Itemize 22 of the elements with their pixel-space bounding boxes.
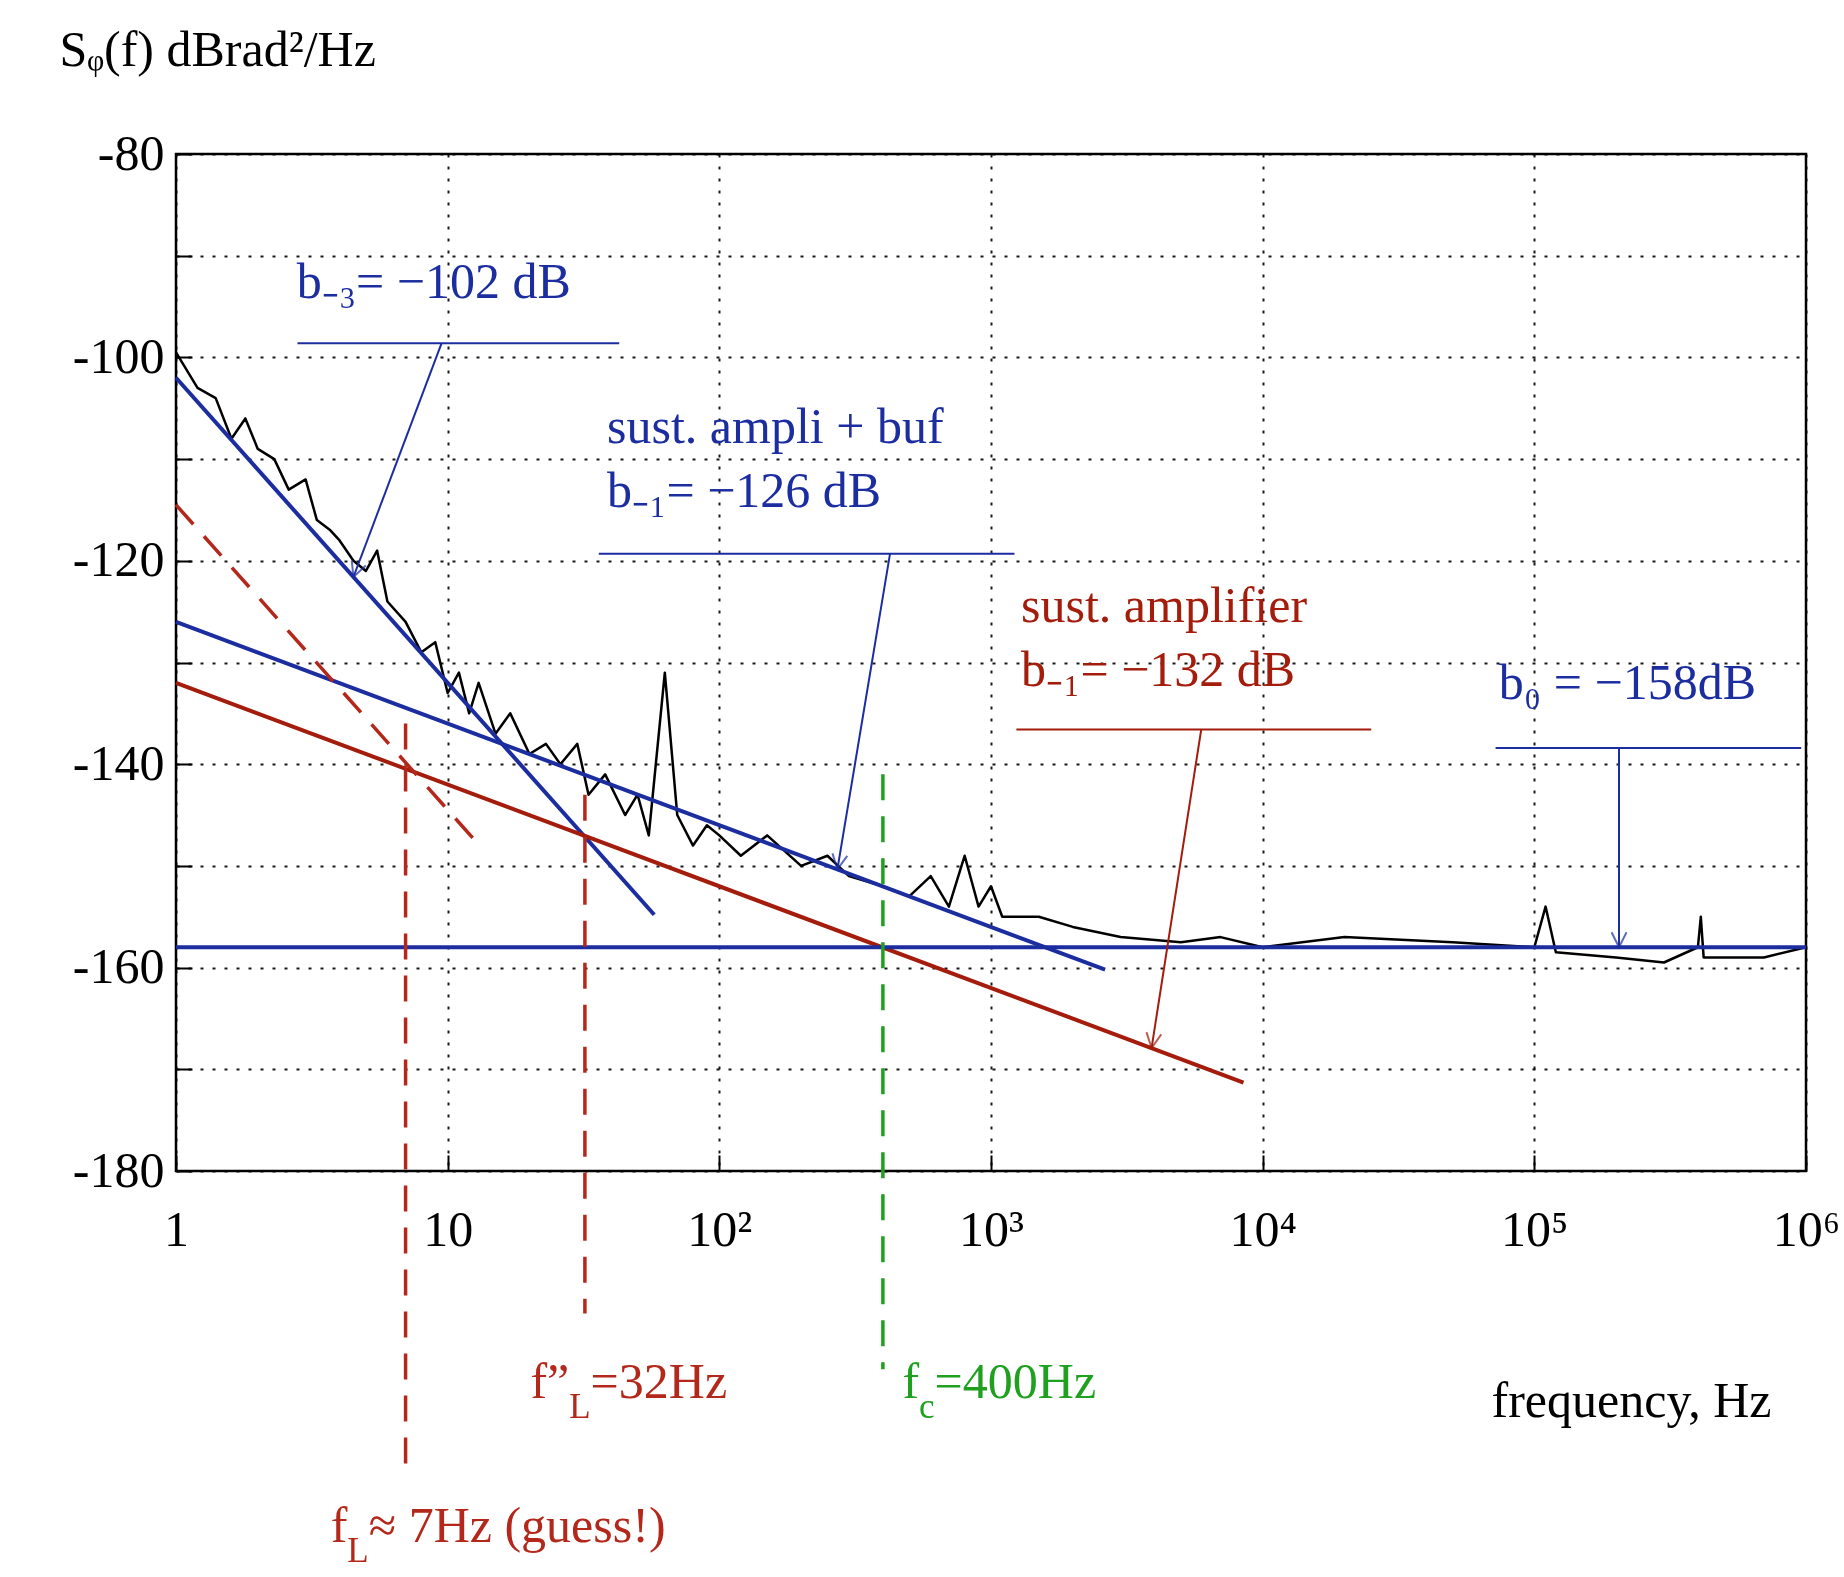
x-tick-label: 10⁵ [1501, 1200, 1569, 1257]
x-axis-title: frequency, Hz [1491, 1371, 1772, 1428]
x-tick-label: 10² [687, 1200, 753, 1257]
x-tick-label: 10⁴ [1229, 1200, 1297, 1257]
x-tick-label: 1 [164, 1200, 189, 1257]
x-tick-label: 10 [423, 1200, 474, 1257]
x-tick-label: 10³ [959, 1200, 1024, 1257]
text: b₀ = −158dB [1498, 654, 1756, 711]
text: sust. amplifier b₋₁= −132 dB [1021, 576, 1308, 697]
y-tick-label: -120 [72, 531, 165, 588]
text: sust. ampli + buf b₋₁= −126 dB [607, 397, 944, 518]
ref-line-label: f$_{c}$=400Hz [902, 1352, 1097, 1426]
y-tick-label: -140 [72, 734, 165, 791]
y-tick-label: -80 [97, 124, 165, 181]
y-tick-label: -100 [72, 327, 165, 384]
y-tick-label: -160 [72, 938, 165, 995]
text: b₋₃= −102 dB [296, 253, 571, 310]
y-tick-label: -180 [72, 1141, 165, 1198]
ref-line-label: f$_{L}$≈ 7Hz (guess!) [330, 1497, 666, 1570]
ref-line-label: f”$_{L}$=32Hz [530, 1352, 728, 1426]
y-axis-title: Sᵩ(f) dBrad²/Hz [59, 20, 376, 77]
x-tick-label: 10⁶ [1772, 1200, 1841, 1257]
